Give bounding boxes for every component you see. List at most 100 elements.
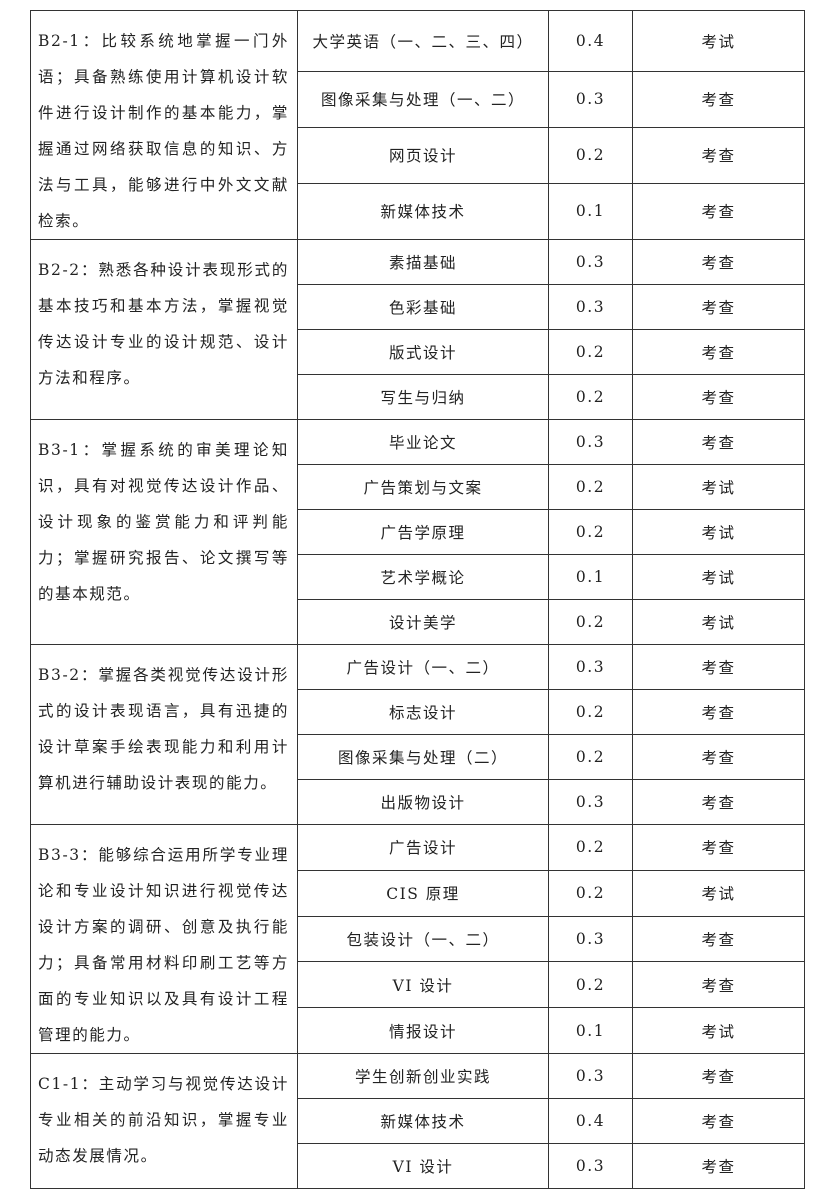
objective-cell: B3-2：掌握各类视觉传达设计形式的设计表现语言，具有迅捷的设计草案手绘表现能力… (30, 644, 298, 825)
objective-cell: B3-1：掌握系统的审美理论知识，具有对视觉传达设计作品、设计现象的鉴赏能力和评… (30, 419, 298, 645)
table-row: 广告学原理 0.2 考试 (31, 509, 805, 555)
assessment-cell: 考试 (632, 509, 805, 555)
weight-cell: 0.2 (548, 374, 633, 420)
table-row: B3-2：掌握各类视觉传达设计形式的设计表现语言，具有迅捷的设计草案手绘表现能力… (30, 644, 805, 825)
course-name-cell: 版式设计 (297, 329, 549, 375)
course-name-cell: 大学英语（一、二、三、四） (297, 10, 549, 72)
weight-cell: 0.3 (548, 1143, 633, 1189)
assessment-cell: 考查 (632, 284, 805, 330)
assessment-cell: 考查 (632, 1098, 805, 1144)
table-body: B2-1：比较系统地掌握一门外语；具备熟练使用计算机设计软件进行设计制作的基本能… (30, 10, 805, 1189)
table-row: 新媒体技术 0.1 考查 (31, 182, 805, 241)
weight-cell: 0.3 (548, 284, 633, 330)
table-row: 网页设计 0.2 考查 (31, 126, 805, 184)
course-name-cell: CIS 原理 (297, 869, 549, 917)
assessment-cell: 考试 (632, 10, 805, 72)
assessment-cell: 考查 (632, 915, 805, 963)
course-name-cell: 广告设计 (297, 824, 549, 871)
course-support-table: B2-1：比较系统地掌握一门外语；具备熟练使用计算机设计软件进行设计制作的基本能… (30, 10, 805, 1189)
weight-cell: 0.2 (548, 599, 633, 645)
course-name-cell: 学生创新创业实践 (297, 1053, 549, 1099)
weight-cell: 0.2 (548, 869, 633, 917)
weight-cell: 0.2 (548, 126, 633, 184)
assessment-cell: 考试 (632, 599, 805, 645)
assessment-cell: 考试 (632, 464, 805, 510)
weight-cell: 0.2 (548, 824, 633, 871)
weight-cell: 0.1 (548, 1007, 633, 1054)
table-row: 写生与归纳 0.2 考查 (31, 374, 805, 420)
course-name-cell: 图像采集与处理（一、二） (297, 70, 549, 128)
course-name-cell: 写生与归纳 (297, 374, 549, 420)
assessment-cell: 考查 (632, 70, 805, 128)
table-row: 图像采集与处理（一、二） 0.3 考查 (31, 70, 805, 128)
weight-cell: 0.3 (548, 915, 633, 963)
weight-cell: 0.1 (548, 182, 633, 241)
assessment-cell: 考查 (632, 961, 805, 1009)
course-name-cell: 色彩基础 (297, 284, 549, 330)
course-name-cell: 广告学原理 (297, 509, 549, 555)
course-name-cell: 广告设计（一、二） (297, 644, 549, 690)
course-name-cell: 新媒体技术 (297, 182, 549, 241)
assessment-cell: 考查 (632, 779, 805, 825)
weight-cell: 0.2 (548, 509, 633, 555)
weight-cell: 0.2 (548, 961, 633, 1009)
table-row: 情报设计 0.1 考试 (31, 1007, 805, 1054)
course-name-cell: 设计美学 (297, 599, 549, 645)
table-row: 新媒体技术 0.4 考查 (31, 1098, 805, 1144)
weight-cell: 0.2 (548, 464, 633, 510)
objective-cell: C1-1：主动学习与视觉传达设计专业相关的前沿知识，掌握专业动态发展情况。 (30, 1053, 298, 1189)
table-row: B3-1：掌握系统的审美理论知识，具有对视觉传达设计作品、设计现象的鉴赏能力和评… (30, 419, 805, 645)
weight-cell: 0.4 (548, 1098, 633, 1144)
table-row: 版式设计 0.2 考查 (31, 329, 805, 375)
objective-cell: B3-3：能够综合运用所学专业理论和专业设计知识进行视觉传达设计方案的调研、创意… (30, 824, 298, 1054)
course-name-cell: 图像采集与处理（二） (297, 734, 549, 780)
course-name-cell: 包装设计（一、二） (297, 915, 549, 963)
course-name-cell: 素描基础 (297, 239, 549, 285)
course-name-cell: 广告策划与文案 (297, 464, 549, 510)
table-row: 艺术学概论 0.1 考试 (31, 554, 805, 600)
weight-cell: 0.4 (548, 10, 633, 72)
course-name-cell: 毕业论文 (297, 419, 549, 465)
assessment-cell: 考查 (632, 126, 805, 184)
table-row: 广告策划与文案 0.2 考试 (31, 464, 805, 510)
weight-cell: 0.3 (548, 779, 633, 825)
table-row: B2-2：熟悉各种设计表现形式的基本技巧和基本方法，掌握视觉传达设计专业的设计规… (30, 239, 805, 420)
course-name-cell: 新媒体技术 (297, 1098, 549, 1144)
assessment-cell: 考试 (632, 554, 805, 600)
course-name-cell: 标志设计 (297, 689, 549, 735)
table-row: 设计美学 0.2 考试 (31, 599, 805, 645)
assessment-cell: 考查 (632, 1143, 805, 1189)
table-row: C1-1：主动学习与视觉传达设计专业相关的前沿知识，掌握专业动态发展情况。 学生创… (30, 1053, 805, 1189)
course-name-cell: 艺术学概论 (297, 554, 549, 600)
course-name-cell: VI 设计 (297, 1143, 549, 1189)
table-row: 标志设计 0.2 考查 (31, 689, 805, 735)
weight-cell: 0.3 (548, 419, 633, 465)
table-row: B3-3：能够综合运用所学专业理论和专业设计知识进行视觉传达设计方案的调研、创意… (30, 824, 805, 1054)
assessment-cell: 考查 (632, 824, 805, 871)
weight-cell: 0.3 (548, 1053, 633, 1099)
assessment-cell: 考试 (632, 869, 805, 917)
table-row: VI 设计 0.2 考查 (31, 961, 805, 1009)
assessment-cell: 考查 (632, 1053, 805, 1099)
assessment-cell: 考查 (632, 329, 805, 375)
assessment-cell: 考试 (632, 1007, 805, 1054)
table-row: 包装设计（一、二） 0.3 考查 (31, 915, 805, 963)
assessment-cell: 考查 (632, 689, 805, 735)
weight-cell: 0.3 (548, 644, 633, 690)
objective-cell: B2-2：熟悉各种设计表现形式的基本技巧和基本方法，掌握视觉传达设计专业的设计规… (30, 239, 298, 420)
weight-cell: 0.3 (548, 239, 633, 285)
course-name-cell: 情报设计 (297, 1007, 549, 1054)
assessment-cell: 考查 (632, 239, 805, 285)
objective-cell: B2-1：比较系统地掌握一门外语；具备熟练使用计算机设计软件进行设计制作的基本能… (30, 10, 298, 240)
course-name-cell: 网页设计 (297, 126, 549, 184)
assessment-cell: 考查 (632, 734, 805, 780)
assessment-cell: 考查 (632, 182, 805, 241)
weight-cell: 0.2 (548, 689, 633, 735)
assessment-cell: 考查 (632, 644, 805, 690)
weight-cell: 0.2 (548, 329, 633, 375)
table-row: 色彩基础 0.3 考查 (31, 284, 805, 330)
course-name-cell: VI 设计 (297, 961, 549, 1009)
weight-cell: 0.1 (548, 554, 633, 600)
table-row: B2-1：比较系统地掌握一门外语；具备熟练使用计算机设计软件进行设计制作的基本能… (30, 10, 805, 240)
table-row: 出版物设计 0.3 考查 (31, 779, 805, 825)
